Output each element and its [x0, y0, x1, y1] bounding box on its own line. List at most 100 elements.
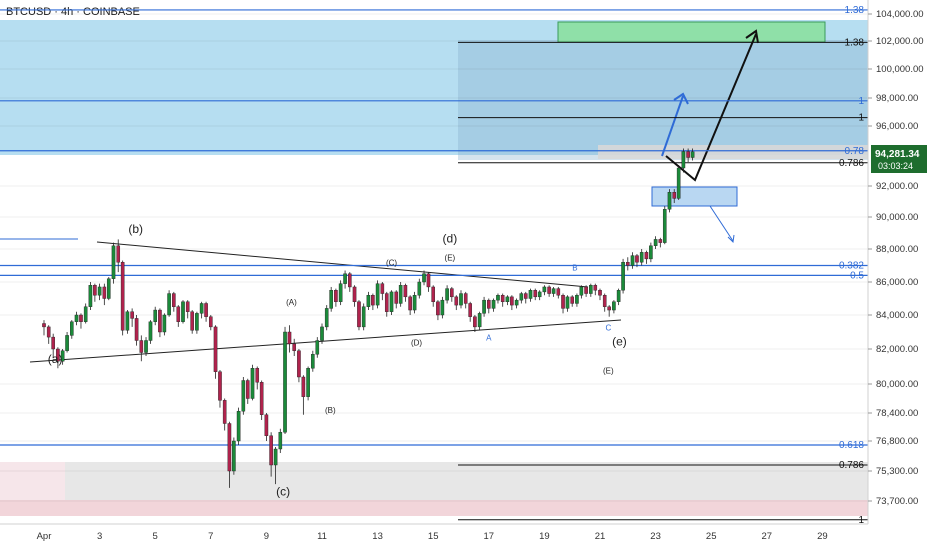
- candle-body: [218, 371, 222, 401]
- x-tick-label: 3: [97, 531, 102, 542]
- candle-body: [681, 151, 686, 169]
- y-tick-label: 88,000.00: [876, 244, 918, 255]
- candle-body: [445, 288, 449, 301]
- pullback-zone: [651, 186, 738, 207]
- y-tick-label: 96,000.00: [876, 121, 918, 132]
- candle-body: [241, 380, 246, 412]
- x-tick-label: 17: [484, 531, 495, 542]
- candle-body: [510, 296, 514, 306]
- y-tick-label: 92,000.00: [876, 181, 918, 192]
- candle-body: [167, 293, 171, 316]
- candle-body: [176, 306, 181, 323]
- x-tick-label: 5: [153, 531, 158, 542]
- candle-body: [380, 283, 385, 294]
- candle-body: [607, 306, 611, 311]
- candle-body: [46, 326, 51, 338]
- candle-body: [635, 255, 639, 263]
- candle-body: [667, 191, 672, 210]
- candle-body: [250, 368, 255, 399]
- candle-body: [459, 293, 463, 306]
- triangle-upper-line: [96, 241, 589, 288]
- candle-body: [102, 286, 107, 299]
- candle-body: [408, 296, 412, 311]
- candle-body: [398, 285, 403, 304]
- candle-body: [172, 293, 176, 307]
- x-tick-label: Apr: [37, 531, 52, 542]
- candle-body: [120, 262, 125, 331]
- grid-layer: [0, 13, 868, 502]
- candle-body: [463, 293, 468, 304]
- candle-body: [477, 313, 482, 328]
- candle-body: [361, 306, 366, 328]
- candle-body: [273, 448, 278, 466]
- x-tick-label: 19: [539, 531, 550, 542]
- wave-label: (d): [443, 232, 458, 246]
- drawing-layer: [0, 29, 759, 363]
- y-tick-label: 104,000.00: [876, 9, 924, 20]
- candle-body: [51, 336, 55, 350]
- candle-body: [320, 326, 324, 341]
- x-axis[interactable]: Apr 3 5 7 9 11 13 15 17 19 21 23 25 27 29: [37, 531, 828, 542]
- y-axis[interactable]: 104,000.00 102,000.00 100,000.00 98,000.00 9…: [868, 9, 924, 507]
- candle-body: [561, 295, 565, 309]
- candle-body: [556, 288, 561, 296]
- candle-body: [97, 286, 102, 296]
- pink-zone: [0, 500, 868, 516]
- candle-body: [208, 316, 213, 328]
- candle-body: [519, 293, 524, 301]
- candle-body: [162, 314, 167, 333]
- candle-body: [148, 321, 153, 341]
- wave-label-layer: (a) (b) (c) (d) (e) (A) (B) (C) (D) (E) A B C (E): [48, 222, 627, 498]
- candle-body: [523, 293, 528, 299]
- candle-body: [570, 296, 574, 304]
- candle-body: [500, 295, 505, 303]
- x-tick-label: 15: [428, 531, 439, 542]
- wave-label: C: [605, 323, 611, 332]
- candle-body: [111, 245, 116, 279]
- candle-body: [616, 290, 621, 303]
- wave-label: (b): [128, 222, 143, 236]
- candle-body: [278, 432, 283, 450]
- candle-body: [575, 295, 579, 304]
- wave-label: (a): [48, 352, 63, 366]
- candle-body: [375, 283, 380, 306]
- candle-body: [83, 306, 88, 323]
- candle-body: [93, 285, 97, 296]
- wave-label: (A): [286, 298, 297, 307]
- fib-level-label: 0.78: [845, 146, 865, 157]
- candle-body: [366, 295, 371, 307]
- candle-body: [514, 299, 519, 306]
- x-tick-label: 23: [650, 531, 661, 542]
- candle-body: [190, 311, 194, 331]
- candle-body: [482, 299, 486, 314]
- candle-body: [384, 293, 389, 312]
- zone-layer: [0, 20, 868, 516]
- candle-body: [468, 303, 472, 317]
- candle-body: [450, 288, 454, 298]
- candle-body: [626, 262, 630, 266]
- wave-label: (B): [325, 406, 336, 415]
- candle-body: [125, 311, 130, 331]
- black-arrowhead: [745, 29, 759, 44]
- symbol-title: BTCUSD · 4h · COINBASE: [6, 6, 140, 18]
- countdown-timer: 03:03:24: [878, 161, 913, 171]
- candle-body: [436, 301, 440, 316]
- candle-body: [232, 440, 236, 472]
- candle-body: [269, 435, 273, 466]
- candle-body: [422, 273, 426, 283]
- price-axis-panel: [868, 0, 932, 550]
- last-price-value: 94,281.34: [875, 149, 920, 160]
- candle-body: [287, 331, 292, 345]
- candle-body: [106, 278, 111, 299]
- candle-body: [306, 368, 310, 397]
- y-tick-label: 82,000.00: [876, 344, 918, 355]
- candle-body: [79, 314, 83, 323]
- candle-body: [389, 291, 394, 312]
- candle-body: [547, 286, 551, 294]
- y-tick-label: 102,000.00: [876, 36, 924, 47]
- black-projection-path: [665, 33, 757, 182]
- candle-body: [417, 281, 422, 296]
- candle-body: [130, 311, 134, 319]
